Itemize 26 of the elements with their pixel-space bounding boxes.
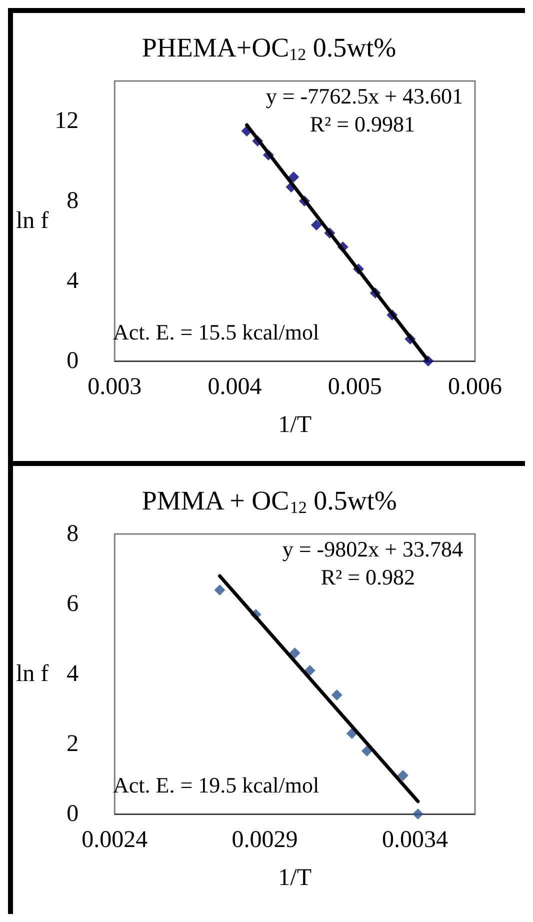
y-tick-label: 0 (66, 801, 79, 827)
annotation: y = -9802x + 33.784 (282, 536, 463, 562)
x-tick-label: 0.003 (88, 374, 142, 400)
y-tick-label: 0 (66, 348, 79, 374)
x-tick-label: 0.0034 (382, 827, 448, 853)
y-tick-label: 12 (54, 108, 79, 134)
annotation: Act. E. = 15.5 kcal/mol (113, 320, 320, 344)
annotation: y = -7762.5x + 43.601 (266, 84, 463, 108)
x-axis-title: 1/T (278, 412, 312, 438)
x-tick-label: 0.006 (448, 374, 502, 400)
y-tick-label: 8 (66, 188, 79, 214)
x-axis-title: 1/T (278, 865, 312, 891)
x-tick-label: 0.0029 (232, 827, 298, 853)
x-tick-label: 0.0024 (82, 827, 148, 853)
y-tick-label: 4 (66, 268, 79, 294)
y-tick-label: 6 (66, 591, 79, 617)
y-tick-label: 4 (66, 661, 79, 687)
y-axis-title: ln f (16, 208, 49, 234)
y-tick-label: 8 (66, 521, 79, 547)
y-tick-label: 2 (66, 731, 79, 757)
annotation: Act. E. = 19.5 kcal/mol (113, 772, 320, 798)
annotation: R² = 0.9981 (310, 112, 415, 136)
x-tick-label: 0.005 (328, 374, 382, 400)
y-axis-title: ln f (16, 661, 49, 687)
x-tick-label: 0.004 (208, 374, 262, 400)
annotation: R² = 0.982 (320, 564, 415, 590)
